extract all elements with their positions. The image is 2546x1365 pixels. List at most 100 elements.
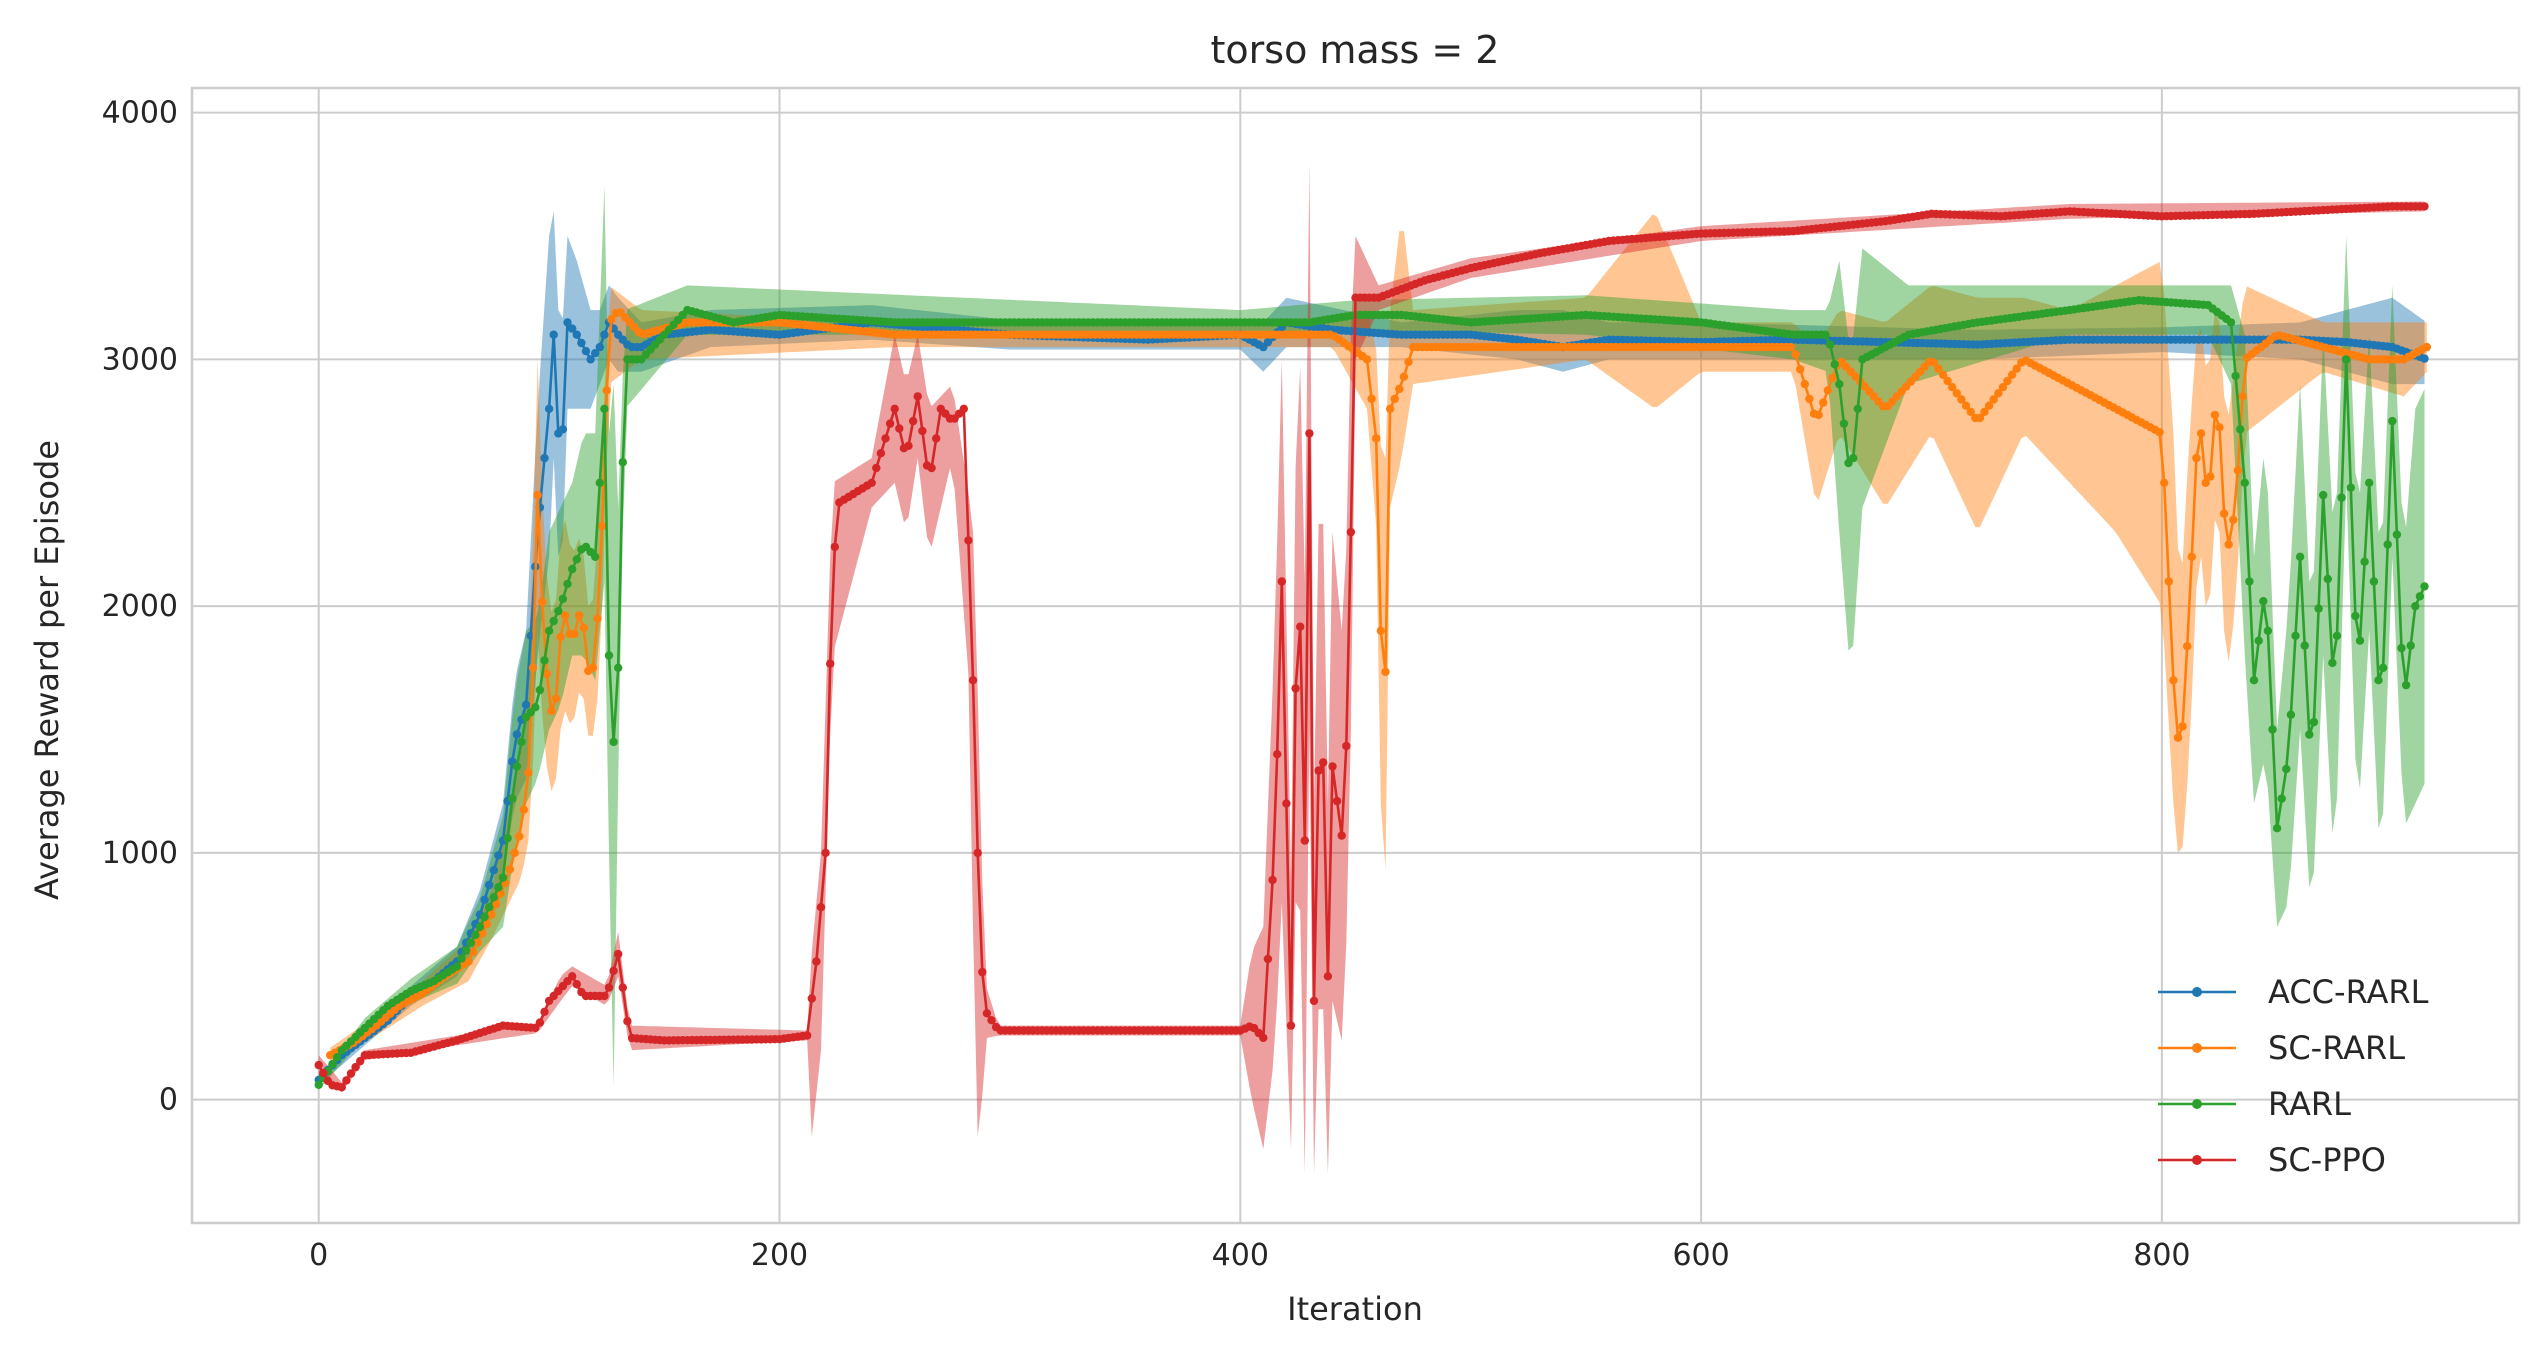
data-point [480,912,489,922]
data-point [2160,478,2169,487]
data-point [2187,552,2196,561]
x-tick-label: 400 [1212,1238,1269,1273]
data-point [464,957,473,966]
data-point [600,330,609,339]
legend-marker-sc-rarl [2192,1043,2202,1053]
data-point [494,883,503,892]
data-point [607,315,616,324]
legend: ACC-RARL SC-RARL RARL SC-PPO [2158,973,2429,1179]
markers-sc-ppo [314,202,2429,1092]
data-point [1791,350,1800,359]
data-point [342,1076,351,1085]
data-point [618,458,627,467]
chart-title: torso mass = 2 [1211,28,1500,72]
data-point [1291,684,1300,693]
data-point [2224,540,2233,549]
data-point [2420,582,2429,591]
x-tick-label: 0 [309,1238,328,1273]
legend-label-acc-rarl: ACC-RARL [2268,973,2429,1011]
data-point [973,848,982,858]
data-point [2206,472,2215,481]
data-point [551,694,561,703]
y-tick-label: 4000 [102,96,178,131]
tick-labels: 0 200 400 600 800 0 1000 2000 3000 4000 [102,96,2191,1273]
data-point [1814,410,1823,420]
data-point [1309,996,1319,1006]
data-point [913,392,922,401]
x-tick-label: 800 [2133,1238,2190,1273]
data-point [1796,365,1805,374]
data-point [1825,340,1835,349]
data-point [535,1018,545,1027]
data-point [1819,398,1828,407]
data-point [604,983,614,992]
data-point [1390,394,1399,404]
data-point [807,994,816,1003]
data-point [485,903,494,912]
data-point [1300,836,1310,845]
data-point [1376,626,1386,635]
data-point [1830,360,1839,369]
data-point [512,730,522,739]
data-point [1948,383,1957,392]
data-point [2229,515,2238,524]
data-point [1839,419,1849,428]
data-point [987,1016,996,1025]
y-tick-label: 1000 [102,836,178,871]
data-point [830,542,839,552]
data-point [1277,577,1287,586]
data-point [890,404,899,413]
data-point [1943,376,1952,386]
data-point [1342,741,1351,751]
data-point [510,848,519,858]
data-point [964,536,973,545]
data-point [542,669,551,679]
data-point [2374,676,2383,685]
data-point [554,606,563,616]
data-point [600,991,609,1001]
data-point [2178,722,2187,731]
x-axis-title: Iteration [1287,1290,1423,1328]
data-point [904,441,913,450]
data-point [1381,667,1390,677]
data-point [812,957,821,966]
data-point [512,762,522,771]
data-point [1961,401,1971,410]
data-point [491,899,501,909]
data-point [2295,552,2305,561]
data-point [1853,404,1863,413]
data-point [1929,358,1939,367]
data-point [2401,680,2411,690]
data-point [1372,434,1381,443]
data-point [2342,355,2351,364]
data-point [2272,824,2282,833]
data-point [1998,383,2008,392]
legend-marker-sc-ppo [2192,1155,2202,1165]
data-point [2415,592,2425,601]
data-point [2422,342,2431,352]
data-point [572,330,581,339]
data-point [356,1056,365,1066]
data-point [2245,577,2254,586]
legend-label-sc-ppo: SC-PPO [2268,1141,2386,1179]
data-point [2169,676,2178,685]
data-point [544,626,554,635]
data-point [2233,466,2243,475]
data-point [1952,389,1962,398]
data-point [2286,710,2296,719]
data-point [561,611,570,620]
data-point [574,611,584,620]
data-point [2337,493,2346,502]
data-point [2328,658,2337,668]
data-point [1800,379,1810,389]
data-point [2392,530,2402,539]
markers-sc-rarl [326,308,2431,1060]
data-point [1828,373,1837,383]
data-point [1989,395,1998,404]
data-point [508,794,517,803]
data-point [2388,416,2397,426]
data-point [1296,622,1305,631]
series-lines [314,202,2431,1092]
data-point [609,966,618,975]
data-point [1323,972,1333,981]
